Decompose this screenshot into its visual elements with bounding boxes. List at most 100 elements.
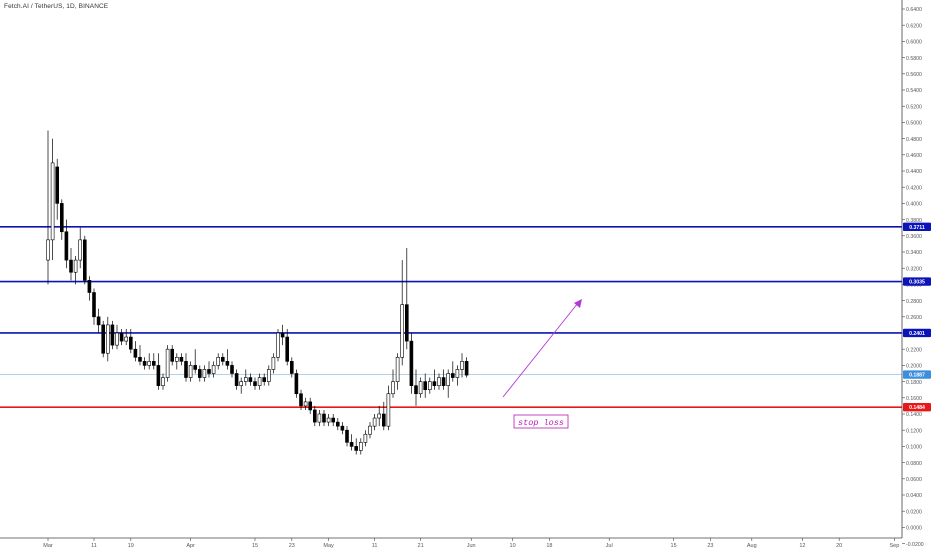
candle xyxy=(184,353,188,382)
x-tick-label: 19 xyxy=(128,543,134,549)
candle xyxy=(64,219,69,269)
y-tick-label: 0.2200 xyxy=(906,347,922,353)
y-tick-label: 0.0800 xyxy=(906,461,922,467)
candles-layer xyxy=(46,130,469,455)
price-lines-layer xyxy=(0,226,902,408)
y-tick-label: 0.2800 xyxy=(906,299,922,305)
price-tags: 0.3711 0.3035 0.2401 0.1484 0.1887 xyxy=(903,222,931,412)
candle xyxy=(450,361,455,382)
candle xyxy=(225,349,230,370)
y-tick-label: 0.0400 xyxy=(906,493,922,499)
y-tick-label: 0.0600 xyxy=(906,477,922,483)
candle-body xyxy=(211,365,216,374)
candle-body xyxy=(129,336,133,350)
candle-body xyxy=(230,365,234,374)
candle xyxy=(119,328,124,346)
candle-body xyxy=(386,393,391,427)
candle-body xyxy=(142,361,147,366)
candle-body xyxy=(358,442,363,451)
y-tick-label: 0.2000 xyxy=(906,364,922,370)
candle xyxy=(368,422,372,439)
candle-body xyxy=(289,361,294,374)
candle xyxy=(50,138,55,261)
candle xyxy=(73,256,78,285)
candle-body xyxy=(381,413,386,427)
candle-body xyxy=(179,356,184,362)
candle-body xyxy=(432,381,437,386)
candle-body xyxy=(312,409,317,423)
y-tick-label: 0.5000 xyxy=(906,121,922,127)
candle-body xyxy=(207,369,211,374)
candle-body xyxy=(427,381,432,391)
candle xyxy=(101,320,105,358)
stop-loss-label: stop loss xyxy=(518,418,564,428)
target-arrow-line[interactable] xyxy=(502,302,579,398)
x-tick-label: Mar xyxy=(43,543,53,549)
resistance-1-tag xyxy=(903,222,931,232)
candle-body xyxy=(335,421,340,427)
candle-body xyxy=(285,336,290,362)
y-tick-label: -0.0200 xyxy=(906,542,924,548)
candle xyxy=(115,324,119,350)
candle-body xyxy=(188,365,193,378)
candle xyxy=(423,373,428,398)
candle xyxy=(437,373,441,390)
y-tick-label: 0.1200 xyxy=(906,428,922,434)
resistance-1-tag-label: 0.3711 xyxy=(909,225,925,231)
candle xyxy=(280,324,285,346)
candle xyxy=(335,418,340,431)
candle xyxy=(138,345,142,366)
candle xyxy=(455,365,460,386)
candle-body xyxy=(78,239,82,261)
candle xyxy=(404,247,409,350)
y-tick-label: 0.3600 xyxy=(906,234,922,240)
x-tick-label: 18 xyxy=(546,543,552,549)
candle-body xyxy=(414,385,418,395)
candle xyxy=(46,130,50,285)
y-tick-label: 0.2600 xyxy=(906,315,922,321)
x-ticks: Mar 11 19 Apr 15 23 May 11 21 Jun 10 18 Jul 15 23 Aug 12… xyxy=(43,538,899,549)
candle-body xyxy=(446,373,451,386)
candle-body xyxy=(317,413,322,423)
x-tick-label: Jul xyxy=(606,543,613,549)
x-tick-label: 15 xyxy=(252,543,258,549)
y-tick-label: 0.5800 xyxy=(906,56,922,62)
candle xyxy=(248,373,253,386)
candle-body xyxy=(409,340,414,386)
candle-body xyxy=(391,381,395,395)
candle-body xyxy=(193,365,197,370)
candle-body xyxy=(216,356,220,366)
candle xyxy=(55,158,60,220)
candle-body xyxy=(138,356,142,362)
candle xyxy=(59,199,64,240)
stop-loss-label-box[interactable] xyxy=(513,414,569,429)
candle xyxy=(446,369,451,398)
candle xyxy=(83,235,87,285)
candle-body xyxy=(147,361,151,366)
candle xyxy=(156,353,161,390)
x-tick-label: 23 xyxy=(707,543,713,549)
candle-body xyxy=(326,417,331,423)
x-tick-label: 20 xyxy=(836,543,842,549)
candle-body xyxy=(257,377,262,386)
candle-body xyxy=(322,413,326,423)
candle-body xyxy=(106,324,110,354)
candle-body xyxy=(437,377,441,386)
candle xyxy=(400,260,405,366)
candle xyxy=(395,353,400,390)
x-tick-label: 12 xyxy=(799,543,805,549)
candle xyxy=(340,422,345,435)
candle-body xyxy=(377,413,382,419)
candle-body xyxy=(404,304,409,342)
current-price-tag xyxy=(903,370,931,379)
candle xyxy=(175,353,179,370)
candle-body xyxy=(184,361,188,378)
current-price-tag-label: 0.1887 xyxy=(909,373,925,379)
candle xyxy=(432,369,437,390)
candle xyxy=(312,405,317,427)
candle-body xyxy=(271,356,276,370)
candle xyxy=(170,345,174,366)
candle xyxy=(147,353,151,370)
x-tick-label: 11 xyxy=(91,543,97,549)
